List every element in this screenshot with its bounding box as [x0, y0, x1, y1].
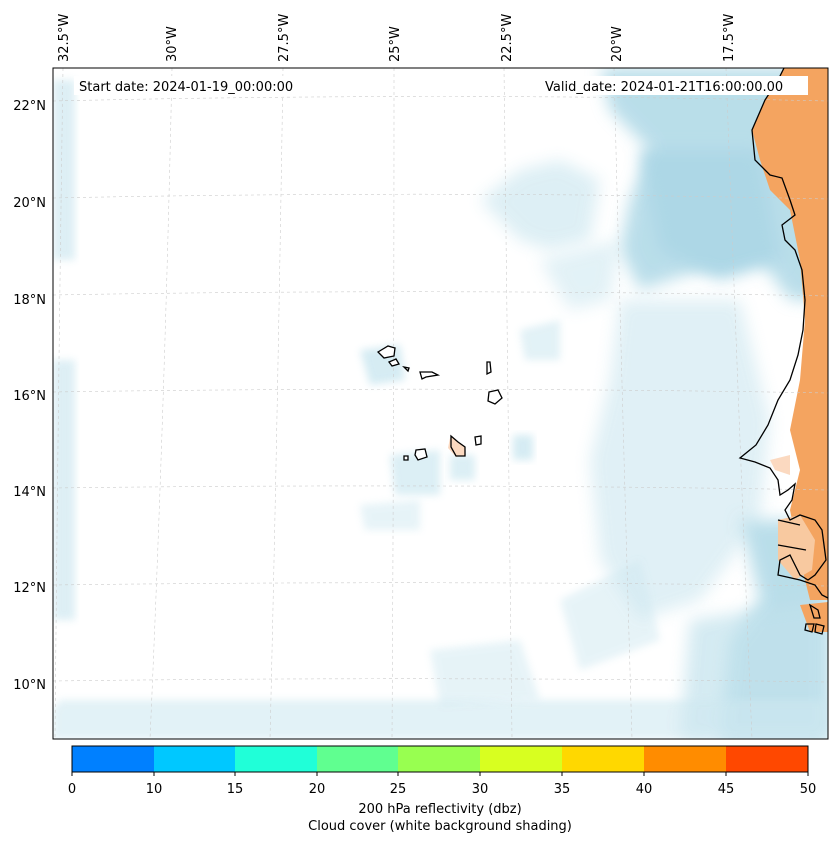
lat-label-14n: 14°N: [13, 485, 46, 500]
lat-label-18n: 18°N: [13, 293, 46, 308]
meridian-30w: [149, 68, 173, 739]
island-brava: [403, 455, 409, 461]
valid-date-box: [540, 76, 808, 95]
parallel-14n: [53, 485, 828, 491]
lat-label-12n: 12°N: [13, 581, 46, 596]
lon-label-22-5w: 22.5°W: [500, 14, 515, 62]
cape-verde-islands: [376, 345, 503, 461]
colorbar-tick-label: 35: [554, 782, 571, 797]
parallel-10n: [53, 678, 828, 683]
parallel-16n: [53, 388, 828, 394]
island-sao-nicolau: [419, 371, 441, 380]
colorbar-tick-label: 0: [68, 782, 76, 797]
colorbar-segment-3: [317, 746, 398, 772]
valid-date-label: Valid_date: 2024-01-21T16:00:00.00: [545, 80, 783, 95]
lat-label-16n: 16°N: [13, 389, 46, 404]
start-date-label: Start date: 2024-01-19_00:00:00: [79, 80, 293, 95]
colorbar-segment-1: [154, 746, 235, 772]
lon-label-27-5w: 27.5°W: [277, 14, 292, 62]
colorbar-tick-label: 50: [800, 782, 817, 797]
colorbar-tick-label: 20: [309, 782, 326, 797]
graticule-gridlines: [53, 68, 828, 739]
parallel-20n: [53, 193, 828, 200]
island-boa-vista: [487, 389, 503, 405]
lon-label-20w: 20°W: [610, 26, 625, 62]
map-frame: [52, 67, 829, 740]
colorbar-segment-4: [398, 746, 480, 772]
africa-coastline: [738, 68, 828, 599]
colorbar-segment-2: [235, 746, 317, 772]
island-santa-luzia: [402, 365, 410, 373]
parallel-22n: [53, 96, 828, 102]
lat-label-10n: 10°N: [13, 678, 46, 693]
island-sal: [486, 361, 492, 376]
island-fogo: [414, 448, 428, 461]
lat-label-22n: 22°N: [13, 99, 46, 114]
colorbar-tick-label: 25: [390, 782, 407, 797]
colorbar-segment-8: [726, 746, 808, 772]
colorbar-subtitle: Cloud cover (white background shading): [308, 819, 572, 834]
colorbar-segment-7: [644, 746, 726, 772]
meridian-17-5w: [725, 68, 753, 739]
parallel-18n: [53, 291, 828, 297]
colorbar-frame: [71, 745, 809, 773]
lon-label-32-5w: 32.5°W: [57, 14, 72, 62]
cloud-cover-shading: [53, 68, 828, 739]
lon-label-25w: 25°W: [388, 26, 403, 62]
colorbar-segment-0: [72, 746, 154, 772]
latitude-labels: 22°N 20°N 18°N 16°N 14°N 12°N 10°N: [13, 99, 46, 693]
colorbar-tick-label: 15: [227, 782, 244, 797]
colorbar-tick-label: 10: [146, 782, 163, 797]
colorbar-title: 200 hPa reflectivity (dbz): [358, 802, 521, 817]
colorbar-tick-label: 40: [636, 782, 653, 797]
start-date-box: [74, 76, 312, 95]
meridian-20w: [613, 68, 633, 739]
island-sao-vicente: [387, 358, 400, 367]
colorbar-tick-label: 30: [472, 782, 489, 797]
lon-label-17-5w: 17.5°W: [722, 14, 737, 62]
coastlines: [738, 68, 828, 635]
lon-label-30w: 30°W: [165, 26, 180, 62]
colorbar-segment-5: [480, 746, 562, 772]
island-santiago: [450, 434, 466, 457]
lat-label-20n: 20°N: [13, 196, 46, 211]
colorbar-tick-marks: [71, 772, 809, 776]
colorbar-segment-6: [562, 746, 644, 772]
coastal-inlets: [777, 519, 807, 551]
parallel-12n: [53, 582, 828, 587]
longitude-labels: 32.5°W 30°W 27.5°W 25°W 22.5°W 20°W 17.5…: [57, 14, 737, 62]
island-santo-antao: [376, 345, 396, 359]
island-maio: [474, 435, 482, 446]
colorbar-tick-label: 45: [718, 782, 735, 797]
bijagos-coast: [804, 603, 825, 635]
colorbar: 0 10 15 20 25 30 35 40 45 50 200 hPa ref…: [68, 745, 817, 834]
